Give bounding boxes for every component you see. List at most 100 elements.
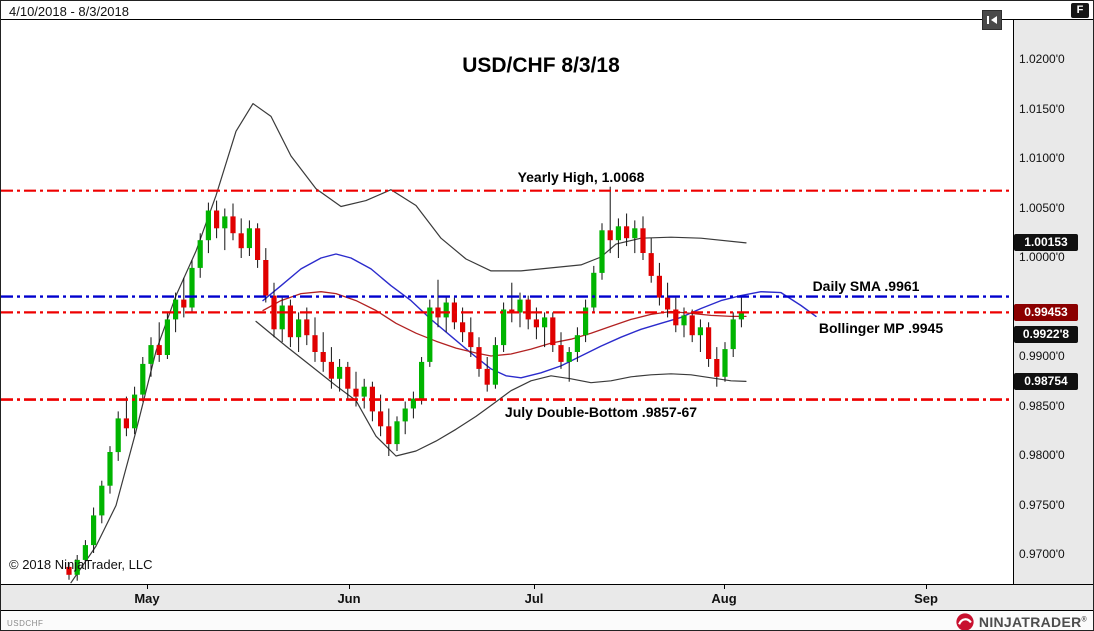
candle-down [230,216,236,234]
date-range-label: 4/10/2018 - 8/3/2018 [9,4,129,19]
candle-down [525,299,531,320]
candle-down [689,315,695,336]
candle-up [730,319,736,350]
x-axis-tickmark [147,585,148,589]
candle-down [328,361,334,379]
candle-up [722,349,728,377]
x-axis-tickmark [724,585,725,589]
candle-up [419,361,425,399]
july-double-bottom-label: July Double-Bottom .9857-67 [504,404,698,420]
x-axis-label-jul: Jul [524,591,544,606]
candle-down [263,260,269,296]
candle-down [353,388,359,397]
candle-down [378,411,384,427]
candle-down [714,359,720,377]
yearly-high-label: Yearly High, 1.0068 [517,169,645,185]
candle-down [386,426,392,445]
candle-up [517,299,523,313]
candle-down [304,319,310,336]
candle-up [427,307,433,362]
header-divider [1,19,1093,20]
candle-down [181,299,187,308]
skip-to-start-icon [987,16,997,24]
candle-down [476,347,482,369]
panel-f-badge: F [1071,3,1089,18]
y-axis-label: 0.9900'0 [1019,349,1065,363]
candle-down [624,226,630,239]
candle-up [279,305,285,330]
candle-up [132,394,138,429]
candle-up [501,309,507,346]
candle-up [492,345,498,385]
candlestick-chart-canvas[interactable] [1,20,1013,584]
candle-down [255,228,261,260]
x-axis-tickmark [926,585,927,589]
candle-up [205,210,211,241]
bollinger-mp-label: Bollinger MP .9945 [818,320,944,336]
candle-up [542,317,548,328]
candle-up [197,240,203,268]
candle-up [632,228,638,239]
x-axis-label-may: May [134,591,160,606]
y-axis-label: 1.0000'0 [1019,250,1065,264]
candle-up [115,418,121,453]
bollinger-upper-band [70,103,747,584]
candle-up [296,319,302,338]
candle-down [673,309,679,326]
candle-up [222,216,228,229]
y-axis-label: 1.0100'0 [1019,151,1065,165]
candle-down [345,366,351,389]
candle-down [640,228,646,253]
candle-up [697,327,703,336]
y-axis-label: 1.0200'0 [1019,52,1065,66]
candle-up [394,421,400,445]
candle-down [533,319,539,328]
y-axis-label: 0.9700'0 [1019,547,1065,561]
candle-up [591,272,597,308]
candle-down [66,566,72,575]
ninjatrader-logo-icon [956,613,974,630]
chart-header: 4/10/2018 - 8/3/2018 F [1,1,1093,19]
candle-up [443,302,449,318]
candle-up [566,352,572,362]
chart-plot-area: USD/CHF 8/3/18 Yearly High, 1.0068 Daily … [1,20,1013,584]
time-axis[interactable]: May Jun Jul Aug Sep [1,584,1093,610]
candle-down [656,275,662,298]
candle-down [214,210,220,229]
candle-up [599,230,605,273]
candle-up [361,386,367,397]
daily-sma-label: Daily SMA .9961 [812,278,920,294]
brand-text: NINJATRADER® [978,614,1087,630]
candle-up [99,485,105,516]
candle-up [583,307,589,336]
candle-up [189,267,195,308]
candle-up [402,408,408,422]
candle-up [410,398,416,409]
candle-up [615,226,621,241]
candle-up [574,335,580,352]
instrument-label: USDCHF [7,619,44,628]
candle-up [148,345,154,364]
candle-down [312,335,318,352]
candle-up [246,228,252,249]
x-axis-label-sep: Sep [914,591,938,606]
candle-down [123,418,129,429]
candle-up [173,299,179,320]
price-marker-upper-band: 1.00153 [1014,234,1078,252]
registered-mark: ® [1081,616,1087,624]
candle-up [738,312,744,320]
y-axis-label: 0.9800'0 [1019,448,1065,462]
y-axis-label: 0.9750'0 [1019,497,1065,512]
candle-up [164,319,170,355]
candle-up [91,515,97,546]
price-axis[interactable]: 1.0200'0 1.0150'0 1.0100'0 1.0050'0 1.0000'0… [1013,20,1093,584]
candle-up [74,559,80,575]
jump-to-latest-icon[interactable] [982,10,1002,30]
candle-up [107,452,113,486]
candle-down [287,305,293,338]
candle-down [607,230,613,241]
price-marker-last: 0.99453 [1014,303,1078,321]
candle-up [82,545,88,560]
sma-blue [262,253,817,379]
candle-up [681,315,687,326]
